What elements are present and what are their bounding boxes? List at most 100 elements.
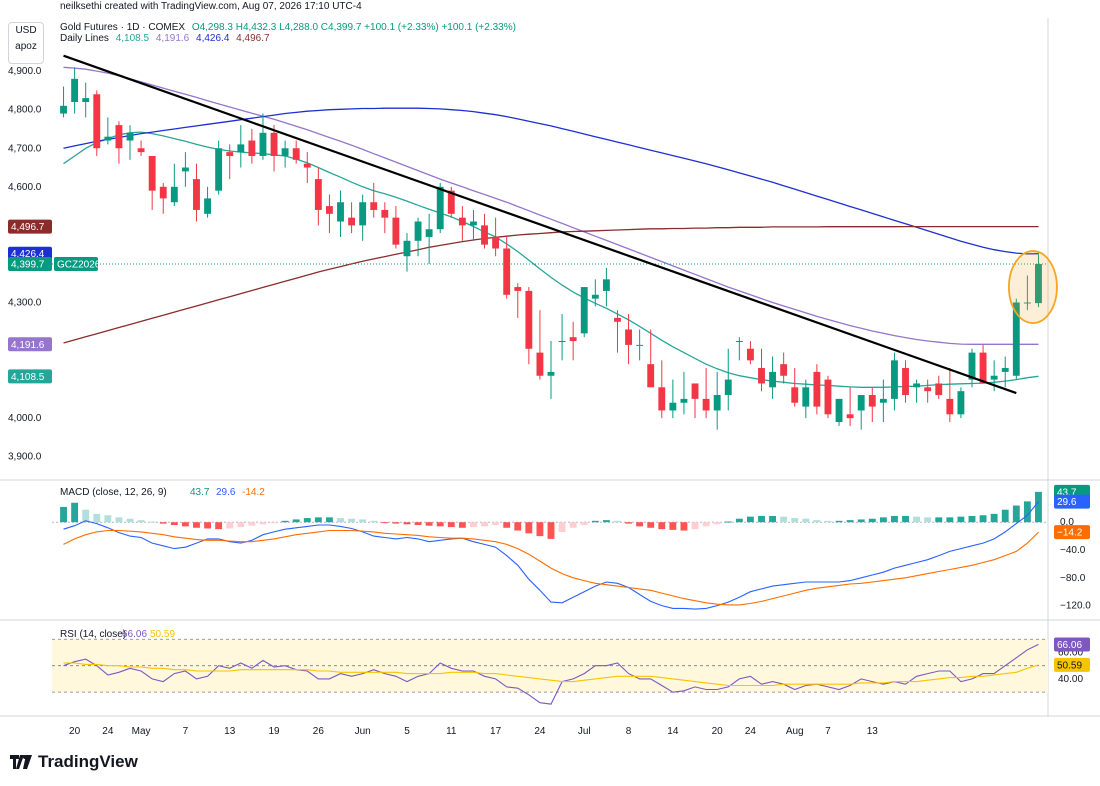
macd-tag-label: 29.6 [1057, 497, 1077, 508]
price-tick-label: 4,600.0 [8, 182, 42, 193]
candle [270, 125, 278, 172]
rsi-tag: 50.59 [1054, 657, 1090, 672]
macd-tick-label: 0.0 [1060, 517, 1074, 528]
price-tags: 4,496.7 4,426.44,399.7 GCZ2026 4,191.6 4,108… [8, 219, 1090, 672]
currency-selector[interactable]: USD apoz [8, 22, 44, 64]
candle [957, 387, 965, 419]
macd-hist-bar [525, 522, 533, 534]
candle-body [525, 290, 533, 349]
candle [281, 140, 289, 168]
candle [791, 368, 799, 407]
price-tag: 4,108.5 [8, 369, 52, 384]
macd-hist-bar [436, 522, 444, 527]
macd-tag: 29.6 [1054, 494, 1090, 509]
price-tag: 4,399.7 [8, 257, 52, 272]
candle [248, 128, 256, 164]
candle-body [325, 206, 333, 214]
macd-hist-bar [148, 521, 156, 523]
candle-body [1023, 302, 1031, 304]
macd-panel [52, 491, 1048, 610]
candle-body [824, 379, 832, 415]
price-tag-label: 4,191.6 [11, 340, 45, 351]
candle-body [314, 179, 322, 210]
candle [769, 356, 777, 399]
price-tag-bg [8, 369, 52, 384]
macd-hist-bar [536, 522, 544, 537]
macd-hist-bar [292, 519, 300, 523]
date-tick-label: 20 [712, 726, 724, 737]
macd-tag-bg [1054, 525, 1090, 540]
macd-hist-bar [857, 519, 865, 523]
candle-body [193, 179, 200, 210]
price-tick-label: 4,000.0 [8, 413, 42, 424]
date-tick-label: 11 [446, 726, 457, 737]
rsi-tag-label: 50.59 [1057, 660, 1082, 671]
candle-body [625, 329, 632, 345]
macd-tag-bg [1054, 494, 1090, 509]
price-tick-label: 4,700.0 [8, 143, 42, 154]
macd-value: -14.2 [242, 487, 265, 498]
candle [857, 395, 865, 430]
macd-tick-label: −80.0 [1060, 573, 1086, 584]
candle-body [636, 344, 644, 346]
candle [359, 194, 367, 241]
candle-body [658, 387, 666, 411]
candles[interactable] [60, 67, 1042, 430]
date-tick-label: 20 [69, 726, 81, 737]
candle [946, 368, 954, 423]
candle-body [591, 294, 599, 299]
x-axis: 20 24 May 7 13 19 26 Jun 5 11 17 24 Jul 8 14 20 24 Aug 7 13 [69, 726, 878, 737]
candle-body [735, 341, 743, 343]
date-tick-label: 13 [224, 726, 236, 737]
candle [215, 140, 223, 195]
candle [691, 383, 699, 419]
macd-hist-bar [769, 515, 777, 523]
macd-hist-bar [126, 518, 134, 523]
price-tick-label: 4,800.0 [8, 105, 42, 116]
candle-body [370, 202, 378, 210]
macd-hist-bar [370, 520, 378, 523]
candle-body [691, 383, 699, 399]
candle [137, 140, 145, 156]
panel-titles: MACD (close, 12, 26, 9) 43.7 29.6 -14.2 RSI … [60, 487, 265, 640]
candle-body [82, 98, 90, 102]
date-tick-label: 7 [825, 726, 831, 737]
tradingview-logo-icon [10, 755, 32, 769]
macd-hist-bar [702, 522, 710, 527]
candle [181, 152, 189, 187]
trendline [63, 54, 1017, 395]
candle [968, 348, 976, 388]
macd-hist-bar [414, 522, 422, 525]
price-tick-label: 3,900.0 [8, 452, 42, 463]
currency-sub-label: apoz [15, 41, 37, 52]
candle [60, 86, 67, 118]
macd-hist-bar [248, 522, 256, 526]
candle [591, 279, 599, 307]
candle-body [226, 152, 234, 156]
indicator-value-3: 4,426.4 [196, 33, 230, 44]
macd-hist-bar [226, 522, 234, 529]
candle-body [769, 371, 777, 388]
candle-body [935, 383, 943, 396]
candle [879, 379, 887, 423]
candle [979, 344, 987, 384]
candle-body [60, 105, 67, 114]
macd-hist-bar [281, 520, 289, 523]
candle-body [724, 379, 732, 396]
candle [580, 287, 588, 338]
macd-hist-bar [913, 516, 921, 523]
candle [392, 206, 400, 249]
candle [93, 90, 101, 156]
macd-hist-bar [170, 522, 178, 525]
macd-hist-bar [879, 517, 887, 523]
currency-label: USD [15, 25, 37, 36]
ma-line-ma50 [63, 66, 1039, 345]
candle-body [292, 148, 300, 160]
macd-tick-label: −120.0 [1060, 601, 1091, 612]
rsi-tick-label: 60.00 [1058, 647, 1083, 658]
price-tag-label: GCZ2026 [57, 260, 101, 271]
candle-body [126, 132, 134, 141]
price-tag-label: 4,496.7 [11, 222, 45, 233]
candle-body [381, 209, 389, 218]
